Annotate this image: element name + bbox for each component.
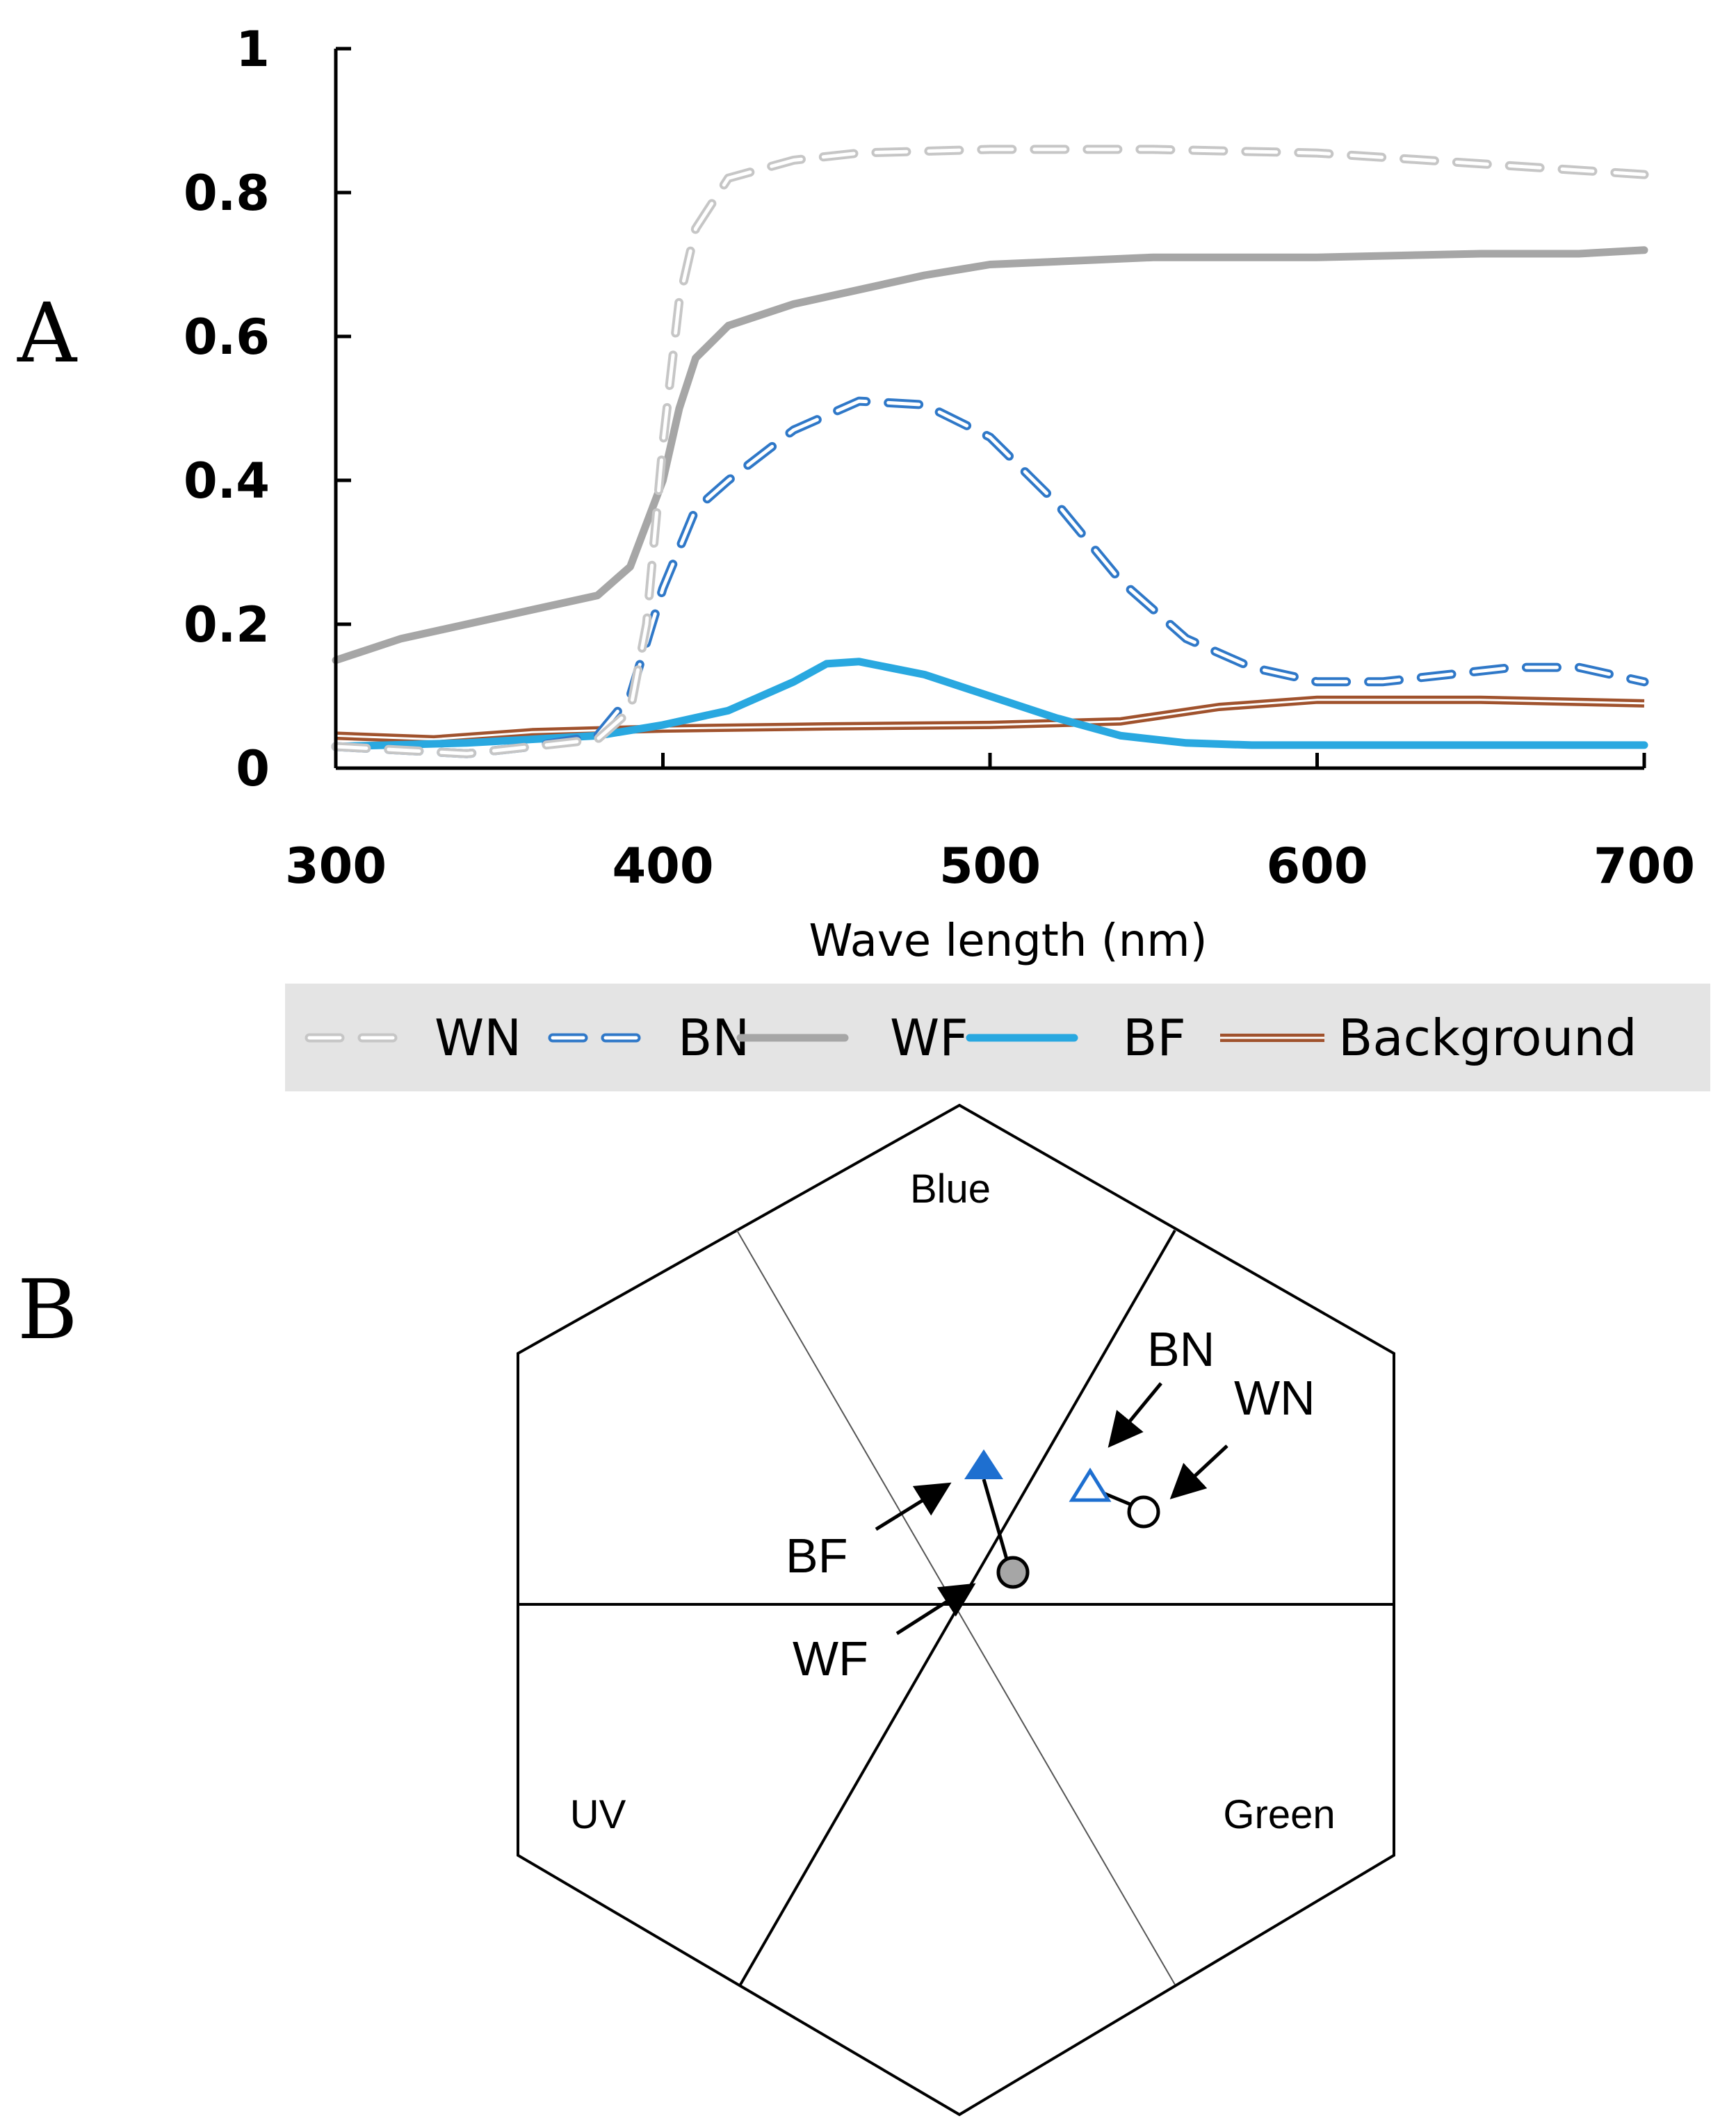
x-axis-title: Wave length (nm) <box>809 915 1207 967</box>
axes <box>334 47 1646 770</box>
bn-point-label: BN <box>1147 1322 1215 1376</box>
wn-point-marker <box>1127 1495 1160 1529</box>
series-wn-line-inner <box>334 147 1646 756</box>
legend-wf: WF <box>736 1009 968 1067</box>
legend-background: Background <box>1220 1009 1637 1067</box>
panel-label-a: A <box>17 285 78 381</box>
x-tick-label: 500 <box>939 838 1041 895</box>
series-wn-line-outer <box>331 145 1649 758</box>
series-wf-line <box>332 246 1648 665</box>
bn-arrow <box>1108 1382 1162 1448</box>
y-tick-label: 0.8 <box>184 165 270 222</box>
y-tick-label: 0.4 <box>184 453 270 510</box>
sector-label-uv: UV <box>570 1792 626 1837</box>
wn-arrow <box>1169 1444 1228 1499</box>
bn-point-marker <box>1069 1467 1112 1502</box>
legend-bf-label: BF <box>1123 1009 1186 1067</box>
wf-point-label: WF <box>793 1631 868 1686</box>
bf-arrow <box>875 1482 952 1531</box>
wn-point-label: WN <box>1234 1371 1315 1425</box>
series-background-line-outer <box>335 695 1645 744</box>
series-bf <box>332 658 1648 751</box>
y-tick-label: 0.2 <box>184 596 270 653</box>
legend-background-label: Background <box>1338 1009 1637 1067</box>
legend-wn-label: WN <box>435 1009 521 1067</box>
bf-point-label: BF <box>786 1529 847 1583</box>
legend-bf: BF <box>966 1009 1186 1067</box>
sector-label-blue: Blue <box>910 1166 991 1212</box>
y-tick-labels: 0 0.2 0.4 0.6 0.8 1 <box>184 21 270 797</box>
y-tick-label: 0.6 <box>184 309 270 366</box>
y-tick-label: 0 <box>236 740 270 797</box>
sector-label-green: Green <box>1223 1792 1335 1837</box>
wf-arrow <box>895 1583 976 1636</box>
legend: WN BN WF BF Background <box>285 984 1710 1091</box>
series-wf <box>332 246 1648 665</box>
x-tick-label: 600 <box>1266 838 1368 895</box>
spectra-line-chart: 0 0.2 0.4 0.6 0.8 1 300 400 500 600 700 Wave leng… <box>184 21 1695 967</box>
series-background-line-inner <box>335 699 1645 741</box>
legend-wf-label: WF <box>890 1009 968 1067</box>
series-layer <box>331 145 1649 758</box>
color-hexagon: Blue UV Green BN WN BF WF <box>517 1103 1395 2117</box>
hexagon-outline <box>517 1103 1395 2117</box>
legend-items: WN BN WF BF Background <box>305 1009 1637 1067</box>
legend-wn: WN <box>305 1009 521 1067</box>
panel-label-b: B <box>17 1262 78 1358</box>
x-tick-label: 700 <box>1593 838 1695 895</box>
wf-point-marker <box>996 1556 1030 1589</box>
x-tick-label: 400 <box>612 838 713 895</box>
series-wn <box>331 145 1649 758</box>
y-tick-label: 1 <box>236 21 270 78</box>
x-tick-labels: 300 400 500 600 700 <box>285 838 1695 895</box>
series-bf-line <box>332 658 1648 751</box>
series-background <box>335 695 1645 744</box>
bf-point-marker <box>964 1449 1003 1479</box>
x-tick-label: 300 <box>285 838 387 895</box>
bf-wf-connector <box>982 1479 1010 1565</box>
